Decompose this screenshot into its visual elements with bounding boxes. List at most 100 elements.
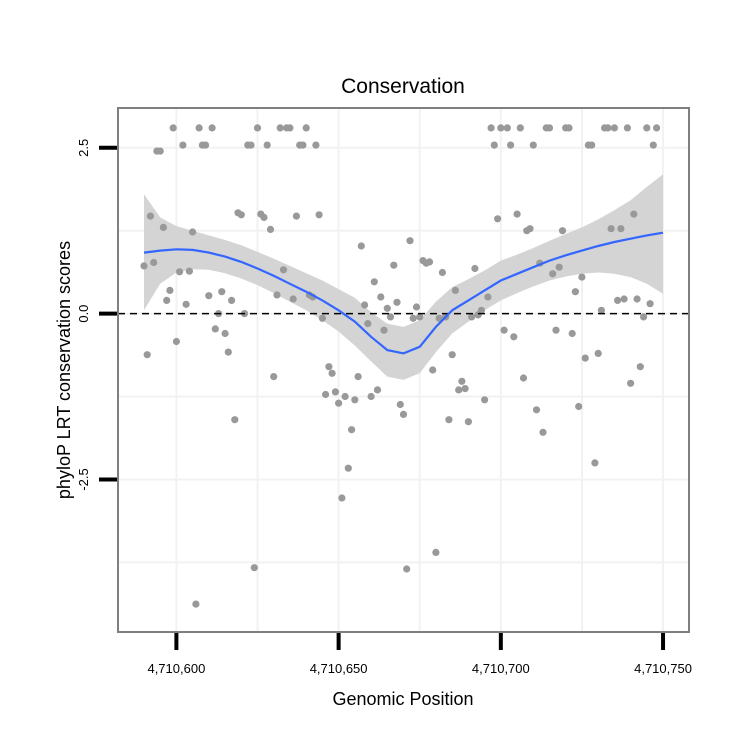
data-point [539,428,547,436]
data-point [477,306,485,314]
data-point [189,228,197,236]
data-point [461,385,469,393]
data-point [253,124,262,132]
data-point [529,141,537,149]
data-point [552,326,560,334]
data-point [338,494,346,502]
data-point [150,258,158,267]
data-point [627,379,635,387]
data-point [653,124,661,132]
data-point [409,314,417,322]
data-point [263,141,271,149]
data-point [633,295,641,303]
data-point [568,329,576,338]
data-point [468,313,476,321]
chart-title: Conservation [341,75,465,98]
data-point [516,124,524,132]
data-point [503,124,511,132]
data-point [416,313,424,321]
data-point [286,124,294,132]
x-axis: 4,710,600 4,710,650 4,710,700 4,710,750 [147,633,692,676]
data-point [425,258,434,266]
data-point [532,406,541,414]
confidence-band [144,174,663,380]
data-point [266,225,275,233]
data-point [597,306,606,314]
data-point [481,396,489,404]
data-point [228,296,236,304]
data-point [361,301,369,309]
data-point [159,223,167,231]
data-point [163,296,171,304]
data-point [276,124,284,132]
loess-curve [143,231,664,355]
data-point [636,363,644,371]
data-point [571,288,580,296]
data-point [464,418,472,426]
data-point [591,459,599,467]
data-point [630,210,638,218]
data-point [490,141,498,149]
data-point [510,333,518,341]
data-point [348,426,356,434]
data-point [526,225,534,233]
data-point [351,396,359,404]
data-point [195,124,203,132]
data-point [156,147,164,155]
data-point [247,141,255,149]
data-point [620,295,628,303]
data-point [403,565,411,573]
x-tick-label: 4,710,600 [147,661,205,676]
data-point [607,225,615,233]
data-point [519,374,528,382]
data-point [202,141,210,149]
data-point [484,293,492,301]
data-point [435,314,443,322]
data-point [451,286,459,294]
data-point [302,124,310,132]
data-point [335,399,343,407]
data-point [604,124,612,132]
data-point [289,295,297,303]
data-point [146,212,154,220]
y-axis: 2.5 0.0 -2.5 [76,139,117,491]
data-point [237,211,245,219]
data-point [558,227,567,235]
data-point [429,366,437,374]
data-point [565,124,573,132]
data-point [328,369,336,377]
loess-smooth-line [143,231,664,355]
data-point [172,337,180,346]
data-point [231,416,239,424]
data-point [471,264,479,273]
data-point [588,141,596,149]
data-point [640,313,648,321]
data-point [500,326,508,334]
y-tick-label: 2.5 [76,139,91,157]
data-point [322,390,330,399]
data-point [494,215,502,223]
data-point [331,388,339,396]
data-point [497,124,505,132]
data-point [545,124,554,132]
data-point [221,329,229,338]
data-point [581,354,589,362]
y-tick-label: -2.5 [76,468,91,490]
y-tick-label: 0.0 [76,305,91,323]
data-point [315,211,323,219]
data-point [555,263,563,271]
data-point [370,278,378,286]
data-point [143,351,151,359]
data-points [140,124,661,608]
data-point [458,377,466,385]
data-point [218,288,226,296]
data-point [438,268,446,277]
data-point [455,386,463,394]
data-point [643,124,651,132]
data-point [373,386,382,394]
data-point [270,373,278,381]
x-axis-title: Genomic Position [332,689,473,709]
data-point [380,326,388,334]
data-point [224,348,232,356]
data-point [406,237,414,245]
